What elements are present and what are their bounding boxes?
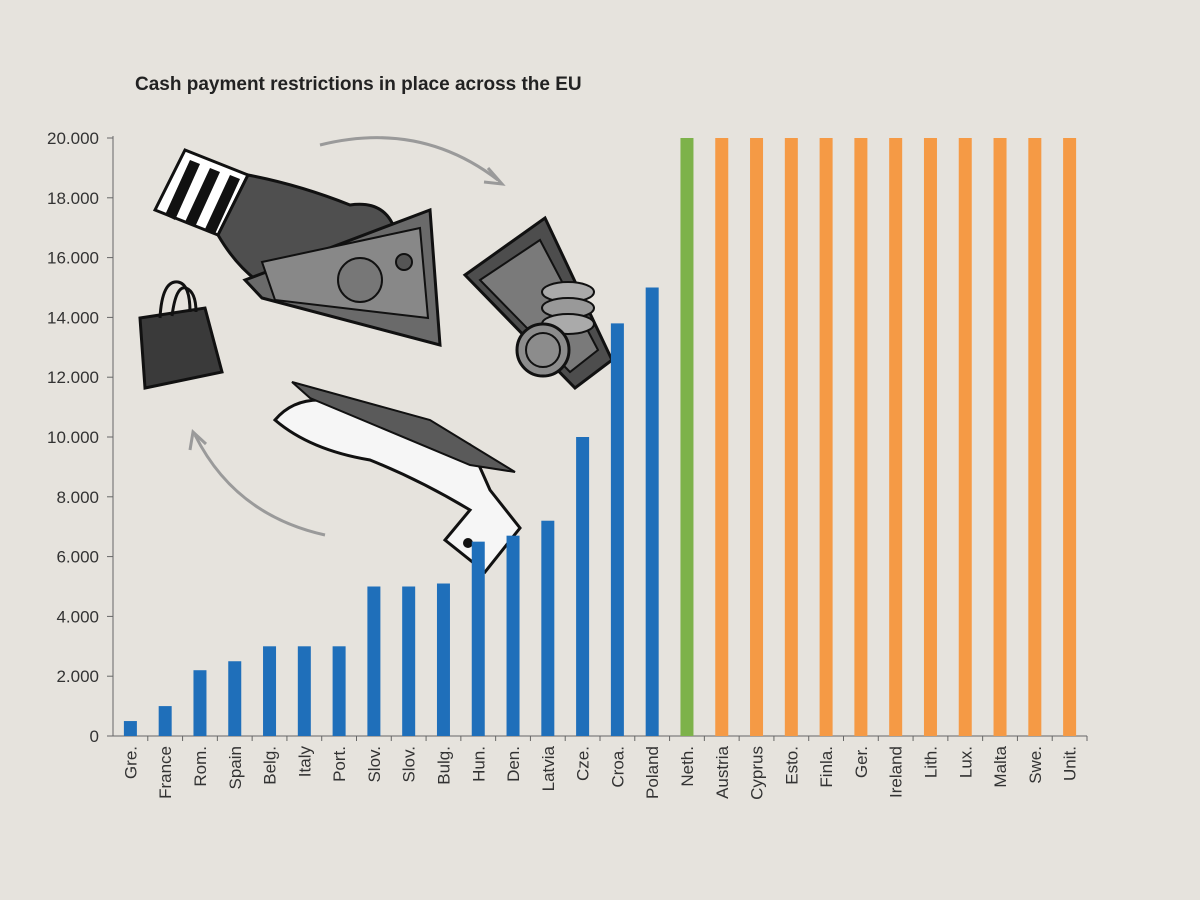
bar: [297, 646, 311, 736]
bar: [541, 520, 555, 736]
x-tick-label: Belg.: [261, 746, 280, 785]
bar: [506, 535, 520, 736]
x-tick-label: Cze.: [574, 746, 593, 781]
bar: [332, 646, 346, 736]
x-tick-label: Cyprus: [748, 746, 767, 800]
bar: [715, 138, 729, 736]
x-tick-label: Slov.: [400, 746, 419, 783]
cycle-arrow-icon: [193, 434, 326, 537]
x-tick-label: Finla.: [817, 746, 836, 788]
bar: [228, 661, 242, 736]
axes: 0 2.000 4.000 6.000 8.000 10.000 12.000 14.000 1…: [47, 129, 1088, 746]
x-tick-label: Swe.: [1026, 746, 1045, 784]
bar: [158, 706, 172, 736]
y-tick-label: 14.000: [47, 308, 99, 327]
x-tick-label: Den.: [504, 746, 523, 782]
bar: [819, 138, 833, 736]
cash-exchange-illustration: [138, 136, 614, 575]
x-tick-label: Austria: [713, 745, 732, 798]
bar: [123, 721, 137, 736]
y-tick-label: 2.000: [56, 667, 99, 686]
y-tick-label: 12.000: [47, 368, 99, 387]
x-tick-label: Italy: [295, 746, 314, 778]
x-tick-label: Port.: [330, 746, 349, 782]
x-tick-labels: Gre. France Rom. Spain Belg. Italy Port. Slov. S…: [121, 745, 1079, 799]
x-tick-label: Esto.: [782, 746, 801, 785]
x-tick-label: Lux.: [956, 746, 975, 778]
bar: [784, 138, 798, 736]
x-tick-label: Latvia: [539, 745, 558, 791]
chart-title: Cash payment restrictions in place acros…: [135, 74, 582, 95]
bar: [471, 541, 485, 736]
x-tick-label: Gre.: [121, 746, 140, 779]
y-tick-label: 4.000: [56, 607, 99, 626]
x-tick-label: Unit.: [1061, 746, 1080, 781]
x-tick-label: Poland: [643, 746, 662, 799]
bar: [958, 138, 972, 736]
x-tick-label: Spain: [226, 746, 245, 789]
bar: [1028, 138, 1042, 736]
x-tick-label: Slov.: [365, 746, 384, 783]
shopping-bag-icon: [138, 280, 224, 390]
bar: [923, 138, 937, 736]
y-tick-label: 16.000: [47, 249, 99, 268]
y-tick-label: 20.000: [47, 129, 99, 148]
arrowhead-icon: [483, 167, 506, 186]
x-tick-label: Rom.: [191, 746, 210, 787]
y-tick-label: 10.000: [47, 428, 99, 447]
cash-and-coins-icon: [462, 215, 614, 390]
bars: [123, 138, 1077, 736]
bar: [263, 646, 277, 736]
bar: [193, 670, 207, 736]
y-tick-label: 18.000: [47, 189, 99, 208]
open-hand-icon: [272, 381, 522, 575]
y-tick-label: 6.000: [56, 548, 99, 567]
x-tick-label: Ger.: [852, 746, 871, 778]
arrowhead-icon: [188, 429, 208, 451]
bar: [402, 586, 416, 736]
x-tick-label: Bulg.: [434, 746, 453, 785]
bar: [993, 138, 1007, 736]
x-tick-label: Hun.: [469, 746, 488, 782]
bar: [645, 287, 659, 736]
bar: [436, 583, 450, 736]
x-tick-label: Malta: [991, 745, 1010, 787]
bar: [854, 138, 868, 736]
y-tick-label: 0: [90, 727, 99, 746]
bar: [750, 138, 764, 736]
bar: [1063, 138, 1077, 736]
y-tick-label: 8.000: [56, 488, 99, 507]
x-tick-label: Ireland: [887, 746, 906, 798]
cycle-arrow-icon: [319, 136, 499, 182]
x-tick-label: Croa.: [608, 746, 627, 788]
bar: [367, 586, 381, 736]
bar: [680, 138, 694, 736]
bar: [610, 323, 624, 736]
bar: [889, 138, 903, 736]
x-tick-label: Lith.: [921, 746, 940, 778]
x-tick-label: Neth.: [678, 746, 697, 787]
bar: [576, 437, 590, 736]
banknote-icon: [242, 207, 442, 347]
x-tick-label: France: [156, 746, 175, 799]
